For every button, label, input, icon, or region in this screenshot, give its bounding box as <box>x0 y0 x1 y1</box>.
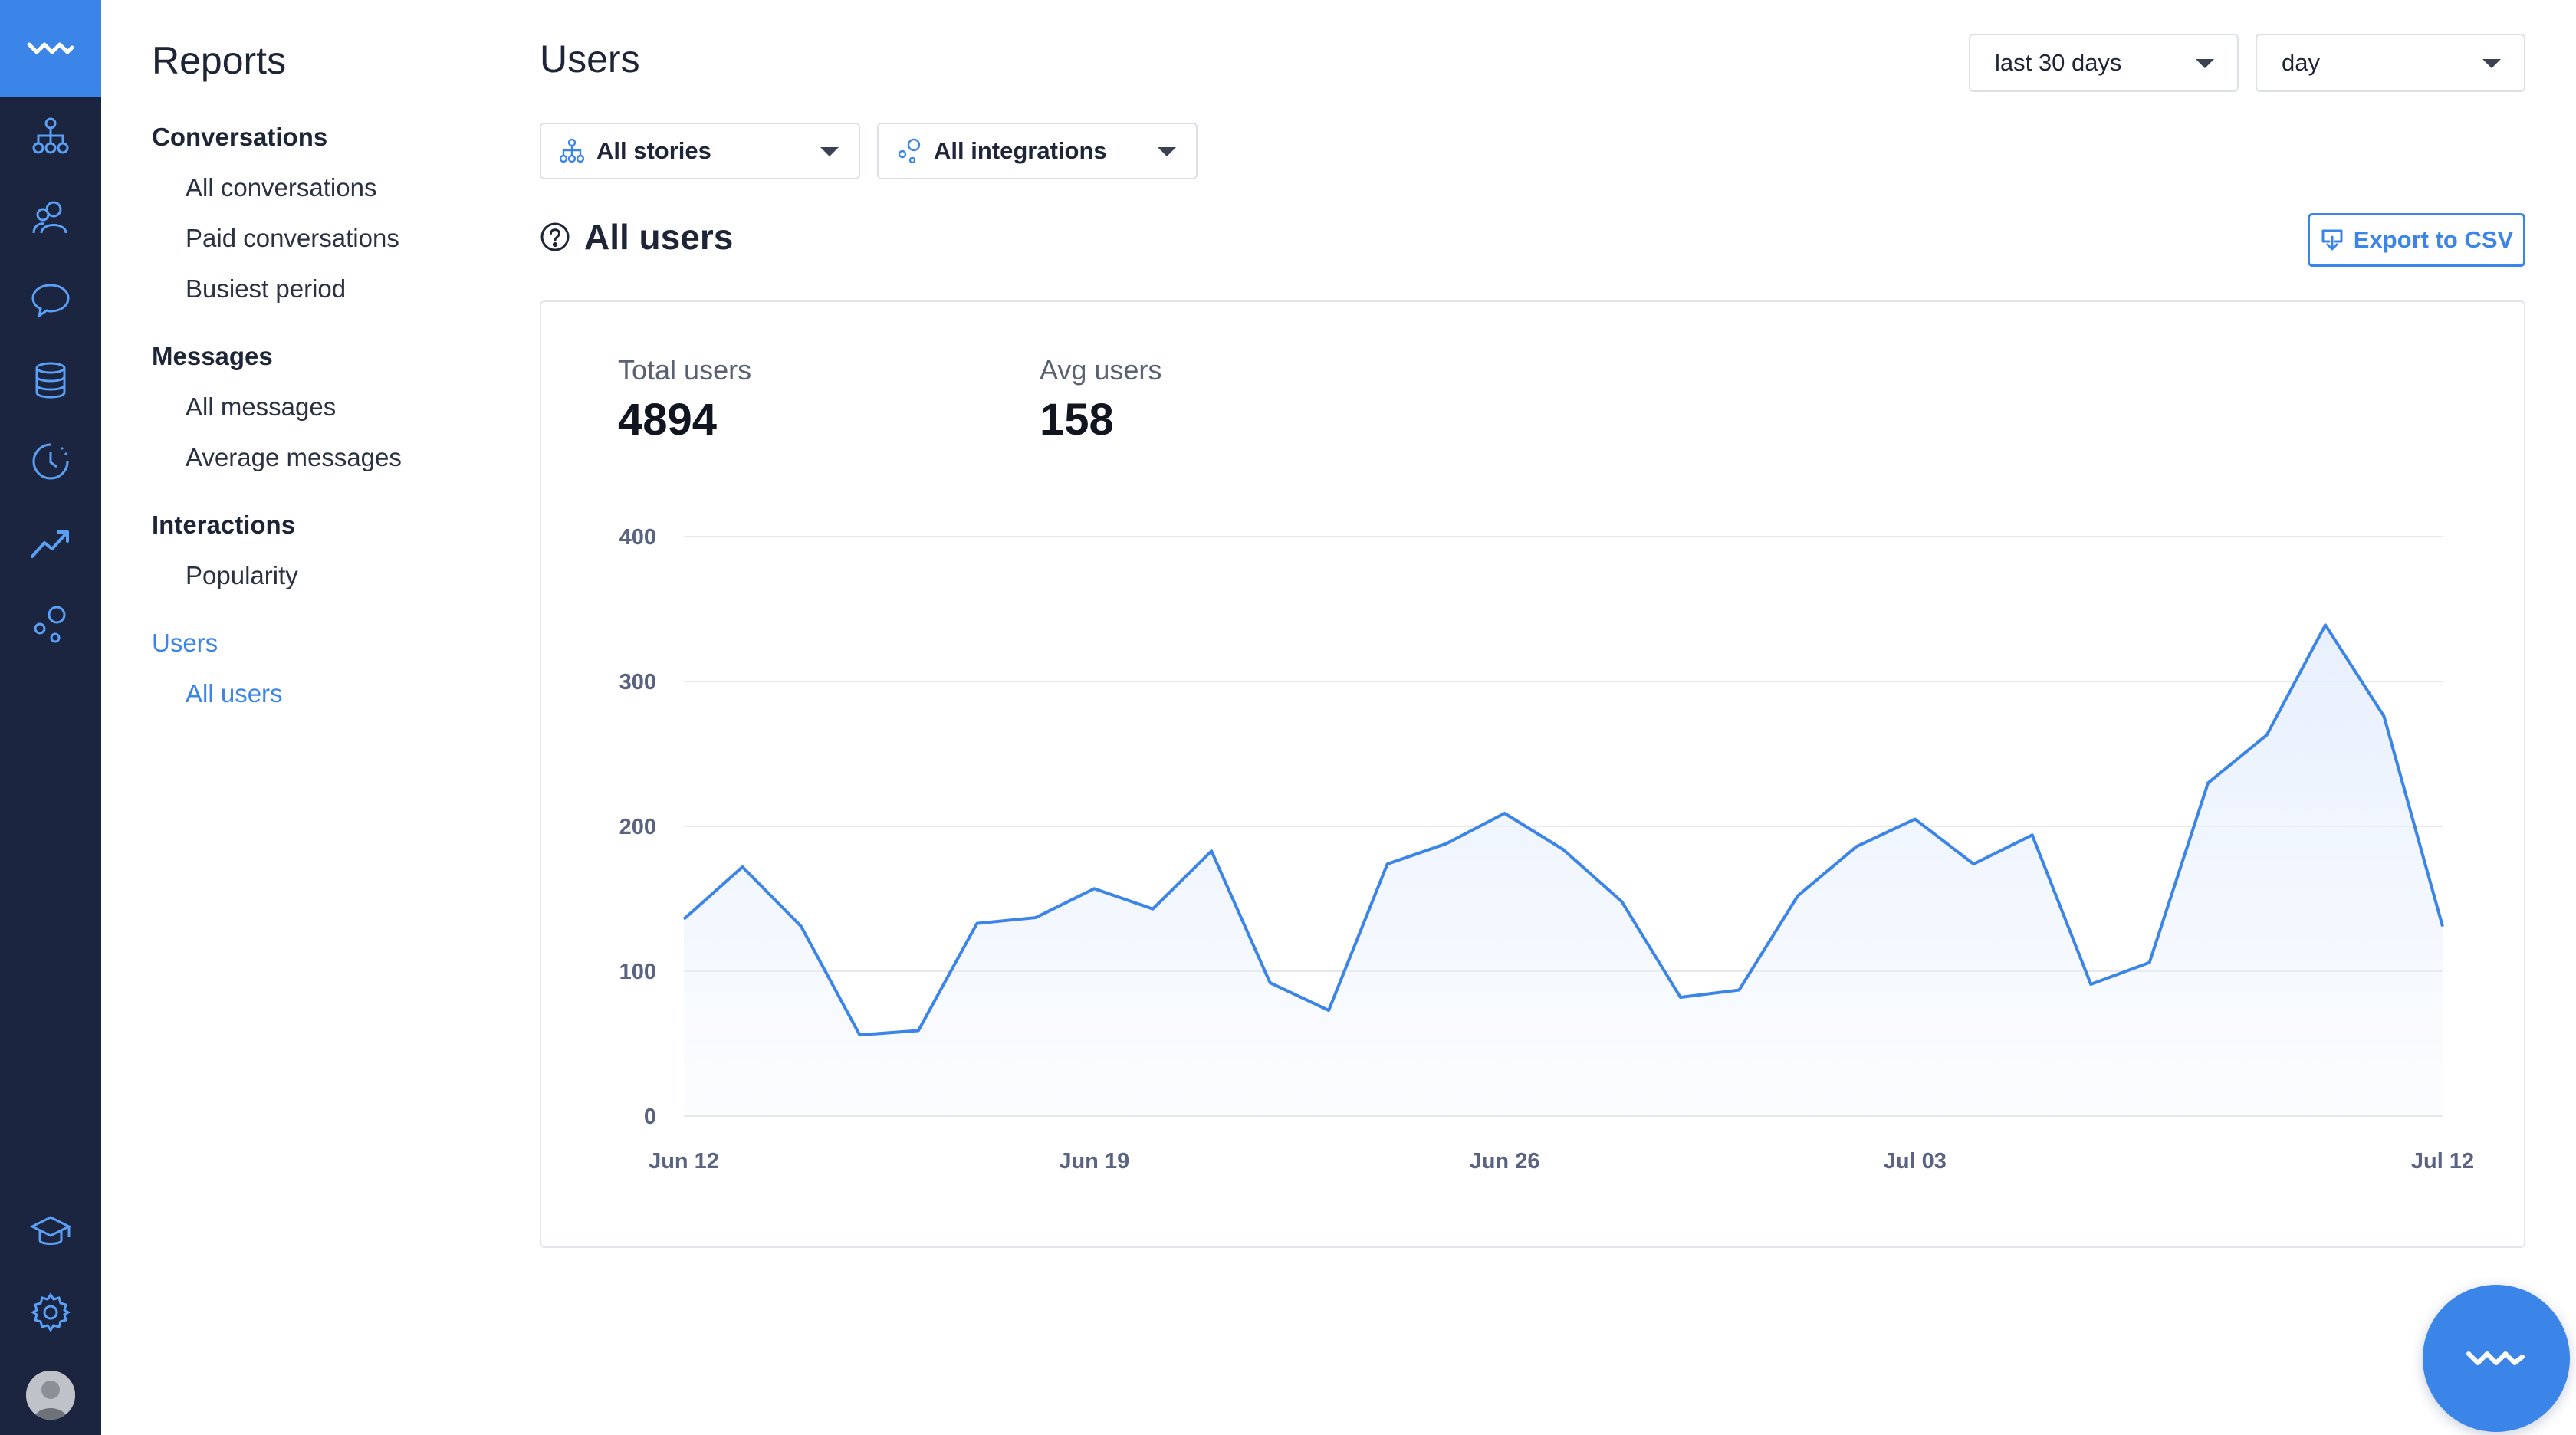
section-title: All users <box>540 216 733 258</box>
integrations-filter-label: All integrations <box>934 137 1107 164</box>
history-icon[interactable] <box>28 438 74 484</box>
chat-wave-icon <box>2466 1351 2525 1365</box>
users-icon[interactable] <box>28 195 74 241</box>
x-tick-label: Jun 26 <box>1470 1149 1540 1174</box>
granularity-value: day <box>2282 49 2320 76</box>
avg-users-value: 158 <box>1040 395 1114 445</box>
nav-item-popularity[interactable]: Popularity <box>186 561 298 589</box>
date-range-select[interactable]: last 30 days <box>1969 34 2239 92</box>
export-csv-label: Export to CSV <box>2353 226 2514 253</box>
chevron-down-icon <box>820 147 839 156</box>
stories-icon[interactable] <box>28 113 74 159</box>
stories-icon <box>559 138 585 163</box>
page-title: Users <box>540 38 640 80</box>
nav-item-average-messages[interactable]: Average messages <box>186 443 402 471</box>
chevron-down-icon <box>1158 147 1176 156</box>
total-users-value: 4894 <box>618 395 718 445</box>
avg-users-label: Avg users <box>1040 354 1162 386</box>
icon-rail <box>0 0 101 1435</box>
reports-title: Reports <box>152 39 287 82</box>
section-title-text: All users <box>584 217 734 257</box>
export-csv-button[interactable]: Export to CSV <box>2308 213 2525 267</box>
users-chart-card: Total users 4894 Avg users 158 0 100 200 30… <box>540 300 2525 1248</box>
series-line <box>682 623 2444 1037</box>
x-tick-label: Jun 12 <box>649 1149 719 1174</box>
settings-icon[interactable] <box>28 1289 74 1335</box>
integrations-icon[interactable] <box>28 601 74 647</box>
help-icon[interactable] <box>540 222 570 252</box>
nav-item-busiest-period[interactable]: Busiest period <box>186 274 347 303</box>
stories-filter[interactable]: All stories <box>540 123 860 179</box>
users-line-chart: 0 100 200 300 400 Jun 12 Jun 19 Jun 26 Jul 03 Jul… <box>619 525 2475 1174</box>
series-area <box>684 625 2443 1116</box>
x-tick-label: Jul 12 <box>2411 1149 2474 1174</box>
y-tick-label: 100 <box>619 960 656 984</box>
chat-icon[interactable] <box>28 276 74 322</box>
integrations-icon <box>898 138 921 164</box>
nav-group-interactions[interactable]: Interactions <box>152 511 296 539</box>
avatar[interactable] <box>26 1371 75 1420</box>
nav-item-paid-conversations[interactable]: Paid conversations <box>186 224 399 252</box>
stories-filter-label: All stories <box>596 137 711 164</box>
nav-group-users[interactable]: Users <box>152 629 219 657</box>
chevron-down-icon <box>2196 59 2214 68</box>
y-tick-label: 400 <box>619 525 656 550</box>
database-icon[interactable] <box>28 357 74 403</box>
nav-item-all-users[interactable]: All users <box>186 679 283 708</box>
x-tick-label: Jun 19 <box>1059 1149 1129 1174</box>
reports-icon[interactable] <box>28 520 74 566</box>
x-tick-label: Jul 03 <box>1884 1149 1947 1174</box>
date-range-value: last 30 days <box>1995 49 2122 76</box>
download-icon <box>2321 229 2343 251</box>
nav-item-all-conversations[interactable]: All conversations <box>186 173 377 202</box>
integrations-filter[interactable]: All integrations <box>877 123 1198 179</box>
granularity-select[interactable]: day <box>2256 34 2525 92</box>
y-tick-label: 200 <box>619 815 656 839</box>
chevron-down-icon <box>2482 59 2501 68</box>
total-users-label: Total users <box>618 354 752 386</box>
nav-group-conversations[interactable]: Conversations <box>152 123 328 151</box>
nav-item-all-messages[interactable]: All messages <box>186 392 337 421</box>
logo-wave-icon[interactable] <box>0 0 101 97</box>
y-tick-label: 0 <box>644 1105 656 1129</box>
academy-icon[interactable] <box>28 1208 74 1254</box>
chat-launcher-button[interactable] <box>2423 1285 2570 1432</box>
nav-group-messages[interactable]: Messages <box>152 342 273 370</box>
y-tick-label: 300 <box>619 670 656 695</box>
